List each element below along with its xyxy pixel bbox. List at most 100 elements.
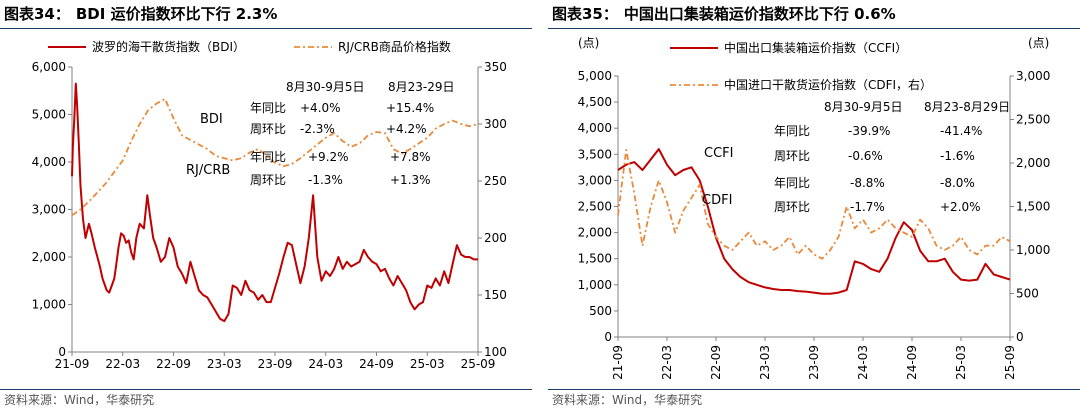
right-table1-row-label: 年同比 — [774, 124, 810, 138]
left-series-line-2 — [71, 98, 479, 216]
right-x-tick-label: 23-09 — [807, 345, 821, 380]
right-table1-value-a: -39.9% — [848, 124, 890, 138]
left-x-tick-label: 23-09 — [258, 357, 293, 371]
left-title-rule — [0, 28, 532, 29]
left-table1-value-a: -2.3% — [300, 122, 335, 136]
right-legend-label-cdfi: 中国进口干散货运价指数（CDFI，右） — [724, 77, 932, 92]
right-left-tick-label: 2,000 — [578, 226, 612, 240]
right-x-tick-label: 23-03 — [758, 345, 772, 380]
right-left-tick-label: 5,000 — [578, 69, 612, 83]
right-table1-row-label: 周环比 — [774, 149, 810, 163]
left-table2-value-a: -1.3% — [308, 173, 343, 187]
right-right-tick-label: 500 — [1016, 287, 1039, 301]
right-table2-value-a: -8.8% — [850, 176, 885, 190]
left-legend-label-bdi: 波罗的海干散货指数（BDI） — [92, 39, 245, 54]
left-right-tick-label: 200 — [484, 231, 507, 245]
right-left-tick-label: 3,000 — [578, 173, 612, 187]
left-legend-label-crb: RJ/CRB商品价格指数 — [338, 39, 451, 54]
right-chart-title-text: 中国出口集装箱运价指数环比下行 0.6% — [623, 5, 896, 23]
right-table-header-1: 8月30-9月5日 — [824, 100, 903, 114]
right-right-tick-label: 1,000 — [1016, 243, 1050, 257]
left-table2-value-b: +7.8% — [390, 150, 431, 164]
right-legend-label-ccfi: 中国出口集装箱运价指数（CCFI） — [724, 40, 907, 55]
right-table-header-2: 8月23-8月29日 — [924, 100, 1010, 114]
left-table2-value-a: +9.2% — [308, 150, 349, 164]
right-table1-value-a: -0.6% — [848, 149, 883, 163]
right-left-tick-label: 2,500 — [578, 200, 612, 214]
left-table-header-1: 8月30-9月5日 — [286, 80, 365, 94]
left-x-tick-label: 24-03 — [308, 357, 343, 371]
right-annotation-cdfi: CDFI — [702, 193, 732, 208]
left-table2-row-label: 年同比 — [250, 150, 286, 164]
right-annotation-ccfi: CCFI — [704, 146, 733, 161]
left-x-tick-label: 24-09 — [359, 357, 394, 371]
right-right-tick-label: 1,500 — [1016, 200, 1050, 214]
right-left-tick-label: 1,000 — [578, 278, 612, 292]
left-annotation-crb: RJ/CRB — [186, 163, 230, 178]
right-x-tick-label: 24-03 — [856, 345, 870, 380]
left-chart-number: 图表34： — [4, 5, 70, 23]
left-left-tick-label: 5,000 — [32, 108, 66, 122]
right-right-tick-label: 0 — [1016, 330, 1024, 344]
right-unit-right: (点) — [1028, 36, 1049, 50]
left-right-tick-label: 250 — [484, 174, 507, 188]
right-chart-panel: 图表35： 中国出口集装箱运价指数环比下行 0.6% (点) (点) 中国出口集装箱运… — [548, 0, 1080, 411]
left-left-tick-label: 4,000 — [32, 155, 66, 169]
right-x-tick-label: 22-03 — [660, 345, 674, 380]
left-x-tick-label: 25-03 — [410, 357, 445, 371]
left-annotation-bdi: BDI — [200, 112, 223, 127]
right-right-tick-label: 2,500 — [1016, 113, 1050, 127]
right-left-tick-label: 500 — [589, 304, 612, 318]
left-left-tick-label: 1,000 — [32, 298, 66, 312]
left-right-tick-label: 350 — [484, 60, 507, 74]
left-source-note: 资料来源：Wind，华泰研究 — [4, 393, 155, 407]
left-table1-value-a: +4.0% — [300, 101, 341, 115]
right-chart-number: 图表35： — [552, 5, 618, 23]
left-table1-row-label: 年同比 — [250, 101, 286, 115]
right-table2-row-label: 年同比 — [774, 176, 810, 190]
left-series-line-1 — [71, 82, 478, 323]
right-series-line-1 — [617, 148, 1011, 295]
right-x-tick-label: 25-09 — [1003, 345, 1017, 380]
right-table1-value-b: -1.6% — [940, 149, 975, 163]
left-left-tick-label: 2,000 — [32, 250, 66, 264]
right-x-tick-label: 22-09 — [709, 345, 723, 380]
left-right-tick-label: 100 — [484, 345, 507, 359]
left-chart-svg: 波罗的海干散货指数（BDI） RJ/CRB商品价格指数 0 1,000 2,000 3,0… — [32, 39, 507, 371]
right-chart-title: 图表35： 中国出口集装箱运价指数环比下行 0.6% — [552, 3, 1076, 27]
right-table2-value-b: +2.0% — [940, 200, 981, 214]
left-table-header-2: 8月23-29日 — [388, 80, 455, 94]
left-x-tick-label: 22-09 — [156, 357, 191, 371]
right-left-tick-label: 3,500 — [578, 147, 612, 161]
left-right-tick-label: 150 — [484, 288, 507, 302]
right-source-note: 资料来源：Wind，华泰研究 — [552, 393, 703, 407]
left-table1-value-b: +15.4% — [386, 101, 434, 115]
right-table2-value-b: -8.0% — [940, 176, 975, 190]
right-left-tick-label: 0 — [604, 330, 612, 344]
left-left-tick-label: 6,000 — [32, 60, 66, 74]
left-x-tick-label: 25-09 — [461, 357, 496, 371]
right-series-line-2 — [617, 148, 1011, 260]
right-right-tick-label: 3,000 — [1016, 69, 1050, 83]
right-x-tick-label: 25-03 — [954, 345, 968, 380]
left-left-tick-label: 3,000 — [32, 203, 66, 217]
left-table2-value-b: +1.3% — [390, 173, 431, 187]
left-right-tick-label: 300 — [484, 117, 507, 131]
right-title-rule — [548, 28, 1080, 29]
left-table2-row-label: 周环比 — [250, 173, 286, 187]
right-left-tick-label: 1,500 — [578, 252, 612, 266]
left-bottom-rule — [0, 389, 532, 390]
left-chart-panel: 图表34： BDI 运价指数环比下行 2.3% 波罗的海干散货指数（BDI） RJ/… — [0, 0, 532, 411]
right-x-tick-label: 24-09 — [905, 345, 919, 380]
left-chart-title-text: BDI 运价指数环比下行 2.3% — [75, 5, 278, 23]
left-x-tick-label: 23-03 — [207, 357, 242, 371]
right-chart-svg: (点) (点) 中国出口集装箱运价指数（CCFI） 中国进口干散货运价指数（CDFI，… — [578, 36, 1051, 380]
right-table1-value-b: -41.4% — [940, 124, 982, 138]
left-x-tick-label: 21-09 — [55, 357, 90, 371]
right-table2-value-a: -1.7% — [850, 200, 885, 214]
left-chart-title: 图表34： BDI 运价指数环比下行 2.3% — [4, 3, 528, 27]
right-left-tick-label: 4,000 — [578, 121, 612, 135]
right-left-tick-label: 4,500 — [578, 95, 612, 109]
right-bottom-rule — [548, 389, 1080, 390]
left-x-tick-label: 22-03 — [105, 357, 140, 371]
